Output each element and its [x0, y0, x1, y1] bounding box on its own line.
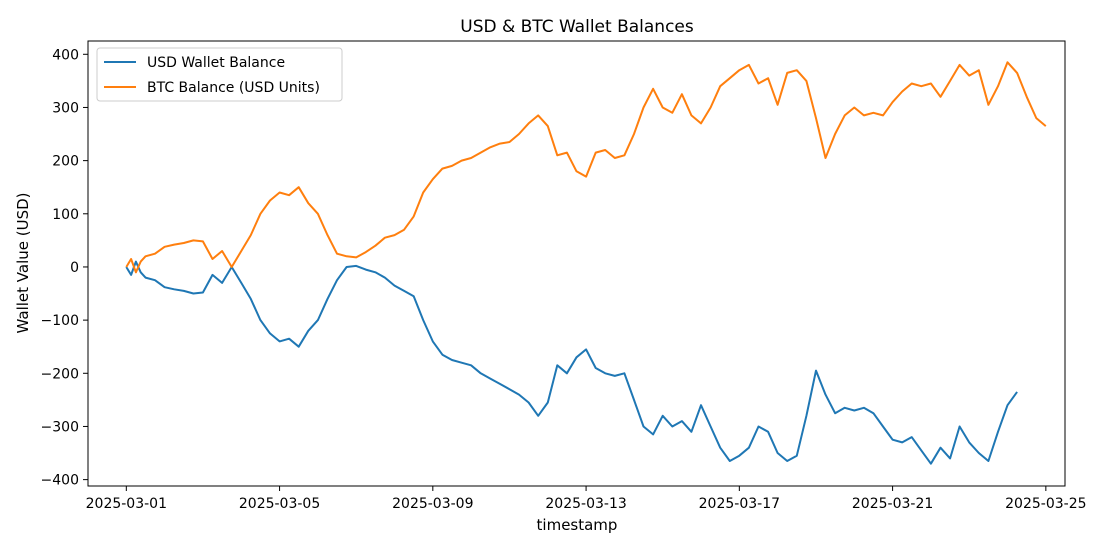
- series-layer: [125, 61, 1047, 465]
- series-line-btc-balance: [125, 61, 1047, 274]
- y-tick-label: 400: [52, 47, 79, 63]
- y-axis: −400 −300 −200 −100 0 100 200 300 400: [41, 47, 88, 489]
- y-tick-label: 0: [70, 260, 79, 276]
- plot-border: [87, 40, 1066, 487]
- legend-label: BTC Balance (USD Units): [147, 80, 320, 96]
- x-tick-label: 2025-03-13: [545, 496, 626, 512]
- legend-label: USD Wallet Balance: [147, 55, 285, 71]
- x-tick-label: 2025-03-21: [852, 496, 933, 512]
- x-tick-label: 2025-03-17: [699, 496, 780, 512]
- y-tick-label: −400: [41, 473, 79, 489]
- x-tick-label: 2025-03-05: [239, 496, 320, 512]
- x-tick-label: 2025-03-25: [1005, 496, 1086, 512]
- x-axis: 2025-03-01 2025-03-05 2025-03-09 2025-03-13…: [86, 486, 1087, 512]
- series-line-usd-wallet-balance: [125, 260, 1018, 465]
- y-tick-label: 100: [52, 207, 79, 223]
- y-tick-label: 300: [52, 100, 79, 116]
- y-tick-label: 200: [52, 154, 79, 170]
- chart-title: USD & BTC Wallet Balances: [460, 17, 694, 37]
- y-tick-label: −200: [41, 366, 79, 382]
- y-axis-title: Wallet Value (USD): [14, 193, 32, 334]
- x-axis-title: timestamp: [537, 516, 618, 534]
- legend-box: [96, 47, 343, 102]
- y-tick-label: −100: [41, 313, 79, 329]
- legend: USD Wallet Balance BTC Balance (USD Units…: [96, 47, 343, 102]
- x-tick-label: 2025-03-01: [86, 496, 167, 512]
- plot-background: [88, 41, 1065, 486]
- plot-area: [87, 40, 1066, 487]
- y-tick-label: −300: [41, 419, 79, 435]
- x-tick-label: 2025-03-09: [392, 496, 473, 512]
